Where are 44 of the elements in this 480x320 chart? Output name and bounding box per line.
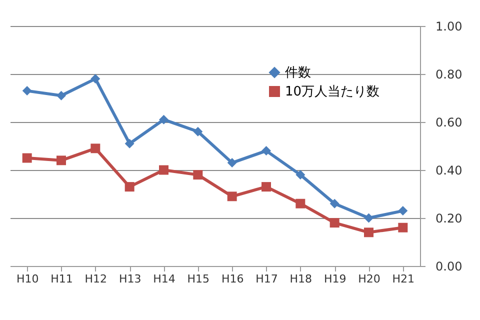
point [124, 138, 134, 148]
point [262, 146, 271, 156]
x-tick-label: H11 [50, 272, 73, 286]
y-tick-label: 0.40 [436, 164, 462, 178]
x-tick-label: H16 [221, 272, 244, 286]
point [193, 126, 203, 136]
point [262, 182, 271, 192]
x-tick-label: H12 [84, 272, 108, 286]
point [90, 74, 100, 84]
point [56, 90, 66, 100]
x-tick-label: H17 [256, 272, 278, 286]
legend-label: 10万人当たり数 [285, 84, 380, 100]
x-tick-label: H20 [358, 272, 380, 286]
x-tick-label: H13 [118, 272, 142, 286]
x-tick-label: H14 [153, 272, 176, 286]
point [124, 182, 134, 192]
y-tick-label: 0.80 [436, 68, 462, 82]
point [398, 222, 408, 232]
x-tick-label: H15 [187, 272, 210, 286]
point [159, 165, 168, 175]
point [227, 158, 237, 168]
point [159, 114, 168, 124]
x-tick-label: H21 [392, 272, 415, 286]
point [227, 192, 237, 202]
x-tick-label: H10 [16, 272, 39, 286]
point [193, 170, 203, 180]
point [364, 228, 374, 238]
y-tick-label: 1.00 [436, 20, 462, 34]
y-tick-label: 0.20 [436, 212, 462, 226]
point [364, 213, 374, 223]
y-tick-label: 0.60 [436, 116, 462, 130]
x-tick-label: H19 [324, 272, 346, 286]
y-tick-label: 0.00 [436, 260, 462, 274]
point [330, 218, 340, 228]
point [398, 206, 408, 216]
point [296, 198, 306, 208]
point [90, 144, 100, 154]
point [330, 198, 340, 208]
legend-label: 件数 [285, 66, 311, 80]
point [22, 86, 32, 96]
point [296, 170, 306, 180]
point [56, 156, 66, 166]
x-tick-label: H18 [290, 272, 312, 286]
point [22, 153, 32, 163]
